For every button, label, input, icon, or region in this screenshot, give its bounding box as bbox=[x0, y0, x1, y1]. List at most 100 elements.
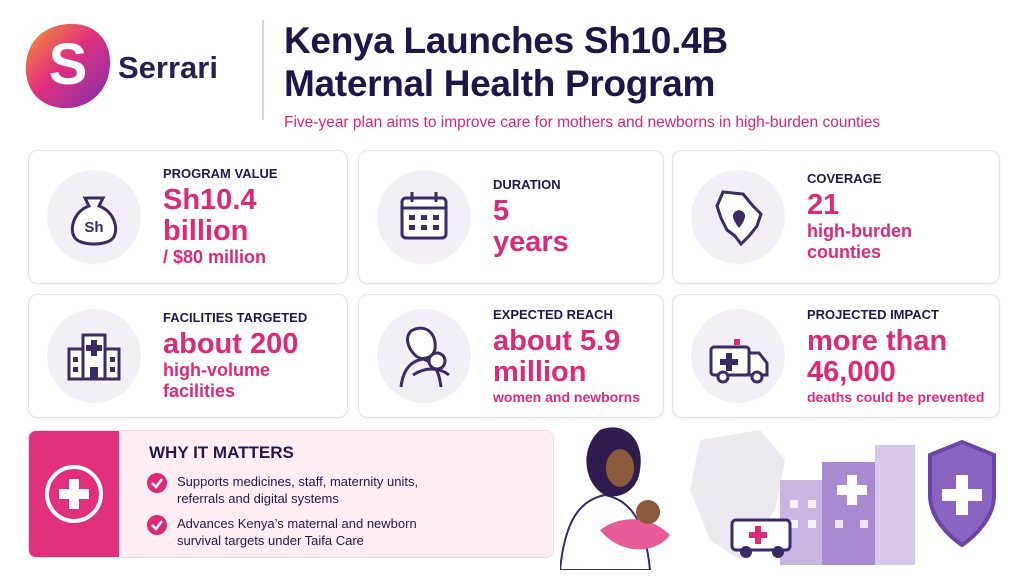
decoration bbox=[427, 351, 447, 371]
stat-text: FACILITIES TARGETED about 200 high-volume f… bbox=[163, 295, 339, 417]
stat-icon bbox=[691, 170, 785, 264]
stat-text: PROJECTED IMPACT more than 46,000 deaths co… bbox=[807, 295, 991, 417]
decoration bbox=[45, 465, 103, 523]
stat-note: facilities bbox=[163, 381, 236, 401]
decoration bbox=[772, 546, 784, 558]
why-item-line: survival targets under Taifa Care bbox=[177, 533, 364, 548]
stat-icon bbox=[691, 309, 785, 403]
stat-value: 5 bbox=[493, 194, 510, 227]
decoration bbox=[837, 475, 867, 505]
divider bbox=[262, 20, 264, 120]
stat-icon: Sh bbox=[47, 170, 141, 264]
decoration bbox=[421, 225, 427, 230]
why-panel: WHY IT MATTERS Supports medicines, staff… bbox=[28, 430, 554, 558]
stat-label: EXPECTED REACH bbox=[493, 306, 613, 322]
stat-card: DURATION 5 years bbox=[358, 150, 664, 284]
decoration bbox=[860, 520, 868, 528]
decoration bbox=[421, 215, 427, 220]
decoration bbox=[749, 526, 767, 544]
decoration bbox=[790, 520, 798, 528]
stat-note: deaths could be prevented bbox=[807, 388, 985, 405]
decoration bbox=[808, 520, 816, 528]
decoration bbox=[740, 546, 752, 558]
logo-blob bbox=[25, 23, 111, 109]
decoration bbox=[70, 196, 118, 246]
stat-card: PROJECTED IMPACT more than 46,000 deaths co… bbox=[672, 294, 1000, 418]
decoration bbox=[409, 225, 415, 230]
title-line: Kenya Launches Sh10.4B bbox=[284, 20, 728, 61]
stat-value: about 200 bbox=[163, 328, 299, 360]
decoration bbox=[73, 357, 78, 362]
title-line: Maternal Health Program bbox=[284, 63, 716, 104]
why-item: Advances Kenya’s maternal and newborn sur… bbox=[177, 515, 417, 549]
stat-value: years bbox=[493, 225, 569, 258]
decoration bbox=[606, 449, 634, 487]
why-item-line: Supports medicines, staff, maternity uni… bbox=[177, 474, 419, 489]
stat-note: counties bbox=[807, 242, 882, 262]
why-icon-bg bbox=[29, 431, 119, 557]
decoration bbox=[110, 357, 115, 362]
decoration bbox=[747, 351, 769, 377]
subtitle: Five-year plan aims to improve care for … bbox=[284, 114, 881, 131]
stat-value: 46,000 bbox=[807, 355, 896, 388]
stat-note: women and newborns bbox=[493, 388, 641, 405]
stat-icon bbox=[377, 309, 471, 403]
decoration bbox=[790, 500, 868, 528]
why-icon bbox=[45, 465, 103, 523]
decoration bbox=[151, 478, 163, 489]
stat-card: COVERAGE 21 high-burden counties bbox=[672, 150, 1000, 284]
decoration bbox=[433, 215, 439, 220]
decoration bbox=[715, 190, 763, 247]
decoration bbox=[73, 367, 78, 372]
decoration bbox=[733, 210, 745, 228]
stat-note: high-volume bbox=[163, 360, 270, 380]
decoration bbox=[636, 500, 660, 524]
decoration bbox=[409, 215, 439, 230]
check-icon bbox=[147, 515, 167, 535]
stat-icon bbox=[377, 170, 471, 264]
decoration bbox=[151, 478, 163, 489]
decoration bbox=[808, 500, 816, 508]
decoration bbox=[151, 520, 163, 531]
stat-note: / $80 million bbox=[163, 247, 267, 267]
decoration bbox=[59, 479, 89, 509]
decoration bbox=[835, 520, 843, 528]
decoration bbox=[942, 475, 982, 515]
decoration bbox=[73, 357, 115, 372]
decoration: Sh bbox=[84, 219, 103, 236]
decoration bbox=[110, 367, 115, 372]
decoration bbox=[151, 520, 163, 531]
stat-text: EXPECTED REACH about 5.9 million women and … bbox=[493, 295, 655, 417]
stat-value: 21 bbox=[807, 189, 840, 221]
decoration bbox=[750, 370, 764, 384]
stat-value: Sh10.4 bbox=[163, 184, 257, 216]
stat-label: PROGRAM VALUE bbox=[163, 166, 278, 181]
stat-card: EXPECTED REACH about 5.9 million women and … bbox=[358, 294, 664, 418]
decoration bbox=[790, 500, 798, 508]
decoration bbox=[709, 339, 769, 384]
stat-note: high-burden bbox=[807, 221, 912, 241]
decoration bbox=[406, 326, 437, 360]
stat-card: Sh PROGRAM VALUE Sh10.4 billion / $80 millio… bbox=[28, 150, 348, 284]
why-item-line: Advances Kenya’s maternal and newborn bbox=[177, 516, 417, 531]
stat-label: DURATION bbox=[493, 176, 561, 192]
logo-letter: S bbox=[49, 32, 88, 97]
decoration bbox=[67, 333, 121, 381]
stat-label: PROJECTED IMPACT bbox=[807, 306, 939, 322]
illustration bbox=[560, 427, 996, 570]
check-icon bbox=[147, 473, 167, 493]
decoration bbox=[600, 519, 670, 550]
why-title: WHY IT MATTERS bbox=[149, 443, 294, 462]
decoration bbox=[716, 370, 730, 384]
decoration: Sh bbox=[70, 196, 118, 246]
decoration bbox=[734, 339, 740, 345]
stat-value: billion bbox=[163, 215, 249, 247]
decoration bbox=[399, 326, 450, 388]
why-item: Supports medicines, staff, maternity uni… bbox=[177, 473, 418, 507]
stat-text: PROGRAM VALUE Sh10.4 billion / $80 million bbox=[163, 151, 339, 283]
decoration bbox=[400, 192, 448, 240]
why-item-line: referrals and digital systems bbox=[177, 491, 339, 506]
stat-value: more than bbox=[807, 324, 948, 357]
